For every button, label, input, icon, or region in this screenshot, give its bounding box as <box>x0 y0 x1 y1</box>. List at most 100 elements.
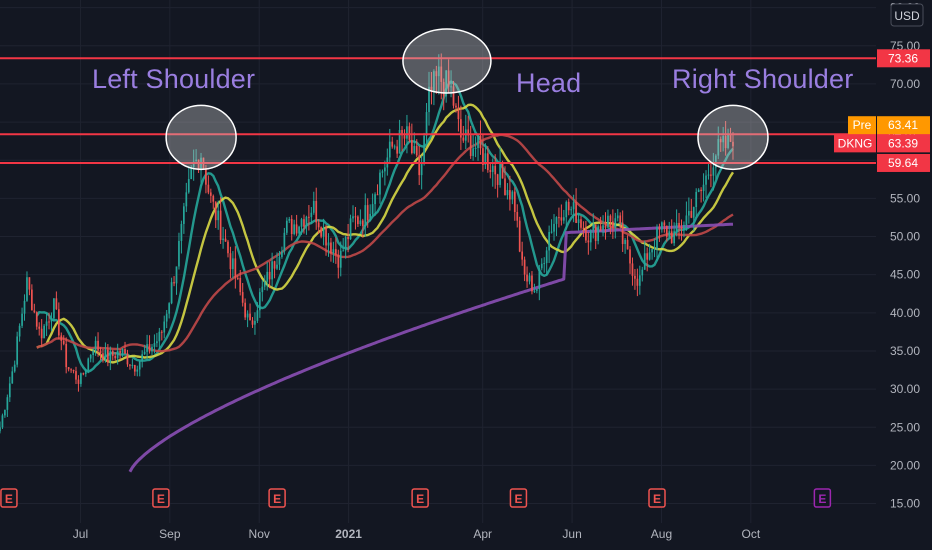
candle-body <box>185 192 188 207</box>
left-shoulder-label: Left Shoulder <box>92 64 256 94</box>
candle-body <box>55 298 58 310</box>
candle-body <box>153 343 156 347</box>
earnings-marker-label: E <box>5 492 13 506</box>
candle-body <box>425 112 428 136</box>
candle-body <box>521 251 524 260</box>
candle-body <box>80 373 82 384</box>
horizontal-levels[interactable] <box>0 57 876 164</box>
candle-body <box>298 226 300 234</box>
earnings-marker-label: E <box>818 492 826 506</box>
candle-body <box>146 344 148 352</box>
candle-body <box>624 239 626 245</box>
candle-body <box>626 239 629 250</box>
candle-body <box>467 129 470 136</box>
candle-body <box>558 217 560 219</box>
candle-body <box>70 369 72 371</box>
candle-body <box>501 162 504 179</box>
candle-body <box>729 134 732 142</box>
candle-body <box>315 200 318 223</box>
candle-body <box>540 263 543 269</box>
candle-body <box>317 222 320 228</box>
candle-body <box>565 201 568 218</box>
candle-body <box>53 298 55 319</box>
candle-body <box>555 217 558 224</box>
candle-body <box>489 170 492 172</box>
candle-body <box>442 81 445 97</box>
candle-body <box>261 286 264 293</box>
candle-body <box>567 201 570 211</box>
candle-body <box>680 226 683 230</box>
candle-body <box>572 202 575 210</box>
candle-body <box>727 134 729 149</box>
candle-body <box>151 346 153 352</box>
candle-body <box>99 350 102 354</box>
price-tick-label: 40.00 <box>890 306 920 320</box>
candle-body <box>643 253 646 270</box>
candle-body <box>504 178 506 196</box>
candle-body <box>354 216 357 218</box>
candle-body <box>486 153 489 171</box>
candle-body <box>401 129 403 136</box>
candle-body <box>256 310 259 321</box>
candle-body <box>330 242 332 254</box>
candle-body <box>236 277 239 279</box>
candle-body <box>616 215 619 219</box>
pattern-highlights[interactable] <box>165 28 769 171</box>
candle-body <box>293 224 296 234</box>
candle-body <box>528 275 531 282</box>
candle-body <box>45 321 48 326</box>
candle-body <box>702 184 705 192</box>
candle-body <box>33 310 36 313</box>
candle-body <box>337 254 340 268</box>
candle-body <box>619 215 622 223</box>
candle-body <box>0 427 1 432</box>
candle-body <box>322 227 325 237</box>
candle-body <box>40 328 43 339</box>
moving-average-line <box>36 103 735 364</box>
candle-body <box>26 277 28 301</box>
price-tick-label: 75.00 <box>890 39 920 53</box>
currency-label: USD <box>894 9 920 23</box>
earnings-marker-box <box>509 488 528 508</box>
candle-body <box>477 136 479 148</box>
candle-body <box>670 231 673 244</box>
candle-body <box>283 232 286 252</box>
candle-body <box>719 138 722 143</box>
time-axis[interactable]: Jul Sep Nov 2021 Apr Jun Aug Oct <box>73 527 761 541</box>
candle-body <box>48 321 50 323</box>
price-axis-background <box>876 0 932 550</box>
price-axis[interactable]: 80.0075.0070.0065.0060.0055.0050.0045.00… <box>876 0 932 550</box>
candle-body <box>214 201 217 221</box>
candle-body <box>334 249 337 255</box>
candle-body <box>241 292 244 303</box>
candle-body <box>457 107 460 120</box>
candle-body <box>496 174 499 185</box>
candle-body <box>207 184 210 193</box>
earnings-marker-box <box>268 488 286 508</box>
price-tick-label: 55.00 <box>890 191 920 205</box>
candle-body <box>543 263 546 265</box>
candle-body <box>82 373 85 375</box>
candle-body <box>410 139 413 154</box>
candle-body <box>428 86 430 113</box>
candle-body <box>545 250 548 264</box>
candle-body <box>575 202 577 223</box>
candle-body <box>570 209 573 211</box>
candle-body <box>506 190 509 196</box>
candle-body <box>445 70 448 97</box>
candle-body <box>18 325 21 337</box>
candle-body <box>629 249 631 264</box>
earnings-marker: E <box>411 488 429 508</box>
price-tick-label: 30.00 <box>890 382 920 396</box>
candle-body <box>180 223 183 241</box>
candle-body <box>450 86 452 88</box>
candle-body <box>614 218 617 228</box>
earnings-marker-label: E <box>416 492 424 506</box>
candle-body <box>533 290 536 292</box>
candle-body <box>697 189 700 192</box>
candle-body <box>695 191 698 208</box>
candle-body <box>585 227 587 241</box>
candle-body <box>224 238 227 242</box>
